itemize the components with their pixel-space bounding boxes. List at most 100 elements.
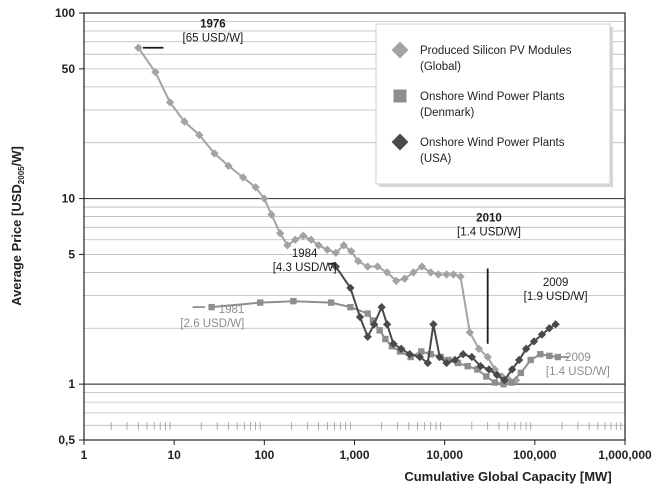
data-point — [251, 183, 260, 192]
x-tick-label: 100,000 — [513, 448, 557, 462]
x-tick-label: 1,000,000 — [598, 448, 652, 462]
legend-box — [375, 23, 611, 185]
data-point — [537, 330, 547, 339]
data-point — [134, 43, 143, 52]
data-point — [429, 320, 438, 329]
data-point — [331, 248, 340, 257]
data-point — [397, 344, 406, 353]
data-point — [363, 332, 372, 341]
data-point — [339, 241, 348, 250]
annotation-4: 2010 [1.4 USD/W] — [457, 212, 521, 344]
data-point — [260, 194, 269, 203]
data-point — [151, 67, 160, 77]
data-point — [484, 365, 494, 374]
data-point — [442, 358, 451, 368]
data-point — [529, 337, 539, 346]
data-point — [224, 161, 233, 171]
legend-entry-1: Produced Silicon PV Modules (Global) — [391, 41, 572, 73]
annotation-1: 1976 [65 USD/W] — [142, 19, 244, 49]
data-point — [314, 241, 323, 250]
data-point — [327, 299, 335, 306]
legend-label: (USA) — [420, 153, 451, 165]
data-point — [426, 268, 435, 277]
data-point — [427, 350, 434, 358]
data-point — [474, 366, 481, 373]
data-point — [521, 344, 531, 353]
y-tick-label: 0,5 — [58, 433, 75, 447]
data-point — [283, 241, 292, 250]
legend: Produced Silicon PV Modules (Global) Onsho… — [375, 23, 613, 187]
annotation-2: 1984 [4.3 USD/W] — [273, 248, 337, 274]
data-point — [454, 359, 462, 367]
data-point — [369, 317, 377, 324]
data-point — [400, 274, 409, 283]
data-point — [445, 356, 452, 364]
data-point — [511, 376, 521, 385]
data-point — [392, 276, 401, 286]
annotation-text: 2009 — [543, 277, 569, 289]
annotation-text: [1.9 USD/W] — [524, 291, 588, 303]
y-axis-label-unit: /W] — [9, 146, 24, 166]
data-point — [373, 262, 382, 271]
data-point — [389, 339, 398, 348]
grid — [84, 21, 625, 426]
data-point — [508, 379, 515, 386]
data-point — [435, 352, 444, 362]
data-point — [382, 335, 389, 343]
data-point — [195, 130, 204, 140]
series-line — [211, 300, 559, 386]
legend-marker — [393, 89, 407, 103]
data-point — [442, 270, 451, 279]
data-point — [377, 302, 386, 312]
annotation-6: 2009 [1.4 USD/W] — [546, 352, 610, 378]
annotation-text: 2009 — [565, 352, 591, 364]
data-point — [467, 352, 476, 362]
legend-label: (Denmark) — [420, 107, 474, 119]
annotation-text: [65 USD/W] — [183, 33, 244, 45]
y-axis-label-main: Average Price [USD — [9, 184, 24, 306]
data-point — [483, 373, 490, 380]
y-tick-label: 100 — [55, 6, 75, 20]
data-point — [434, 270, 443, 279]
data-point — [500, 376, 509, 385]
series-group — [134, 43, 562, 388]
legend-label: Onshore Wind Power Plants — [420, 137, 565, 149]
data-point — [423, 358, 432, 368]
data-point — [347, 247, 356, 256]
data-point — [554, 353, 562, 361]
data-point — [507, 365, 517, 374]
data-point — [165, 98, 175, 107]
data-point — [276, 229, 285, 238]
data-point — [537, 350, 544, 358]
data-point — [464, 362, 471, 370]
data-point — [180, 117, 189, 126]
data-point — [405, 350, 414, 359]
x-tick-label: 100 — [254, 448, 274, 462]
annotation-text: 1981 — [219, 304, 245, 316]
y-tick-label: 5 — [68, 247, 75, 261]
data-point — [527, 356, 534, 364]
data-point — [369, 320, 379, 329]
y-tick-label: 50 — [62, 62, 76, 76]
data-point — [546, 352, 553, 360]
data-point — [545, 324, 554, 333]
series-3 — [331, 262, 560, 385]
data-point — [483, 352, 492, 362]
y-axis-label-subscript: 2005 — [17, 166, 26, 184]
y-axis-ticks: 0,5 1 5 10 50 100 — [55, 6, 84, 447]
data-point — [208, 303, 215, 311]
data-point — [491, 379, 499, 386]
legend-entry-2: Onshore Wind Power Plants (Denmark) — [393, 89, 565, 119]
series-1 — [134, 43, 521, 385]
annotation-text: [2.6 USD/W] — [180, 318, 244, 330]
annotation-text: [1.4 USD/W] — [457, 226, 521, 238]
data-point — [290, 297, 297, 305]
data-point — [355, 312, 365, 322]
data-point — [257, 299, 264, 306]
data-point — [291, 235, 300, 244]
annotations: 1976 [65 USD/W] 1984 [4.3 USD/W] 1981 [2.6 US… — [142, 19, 610, 378]
legend-entry-3: Onshore Wind Power Plants (USA) — [391, 133, 565, 165]
annotation-3: 1981 [2.6 USD/W] — [180, 304, 244, 330]
x-axis-label: Cumulative Global Capacity [MW] — [404, 469, 611, 484]
